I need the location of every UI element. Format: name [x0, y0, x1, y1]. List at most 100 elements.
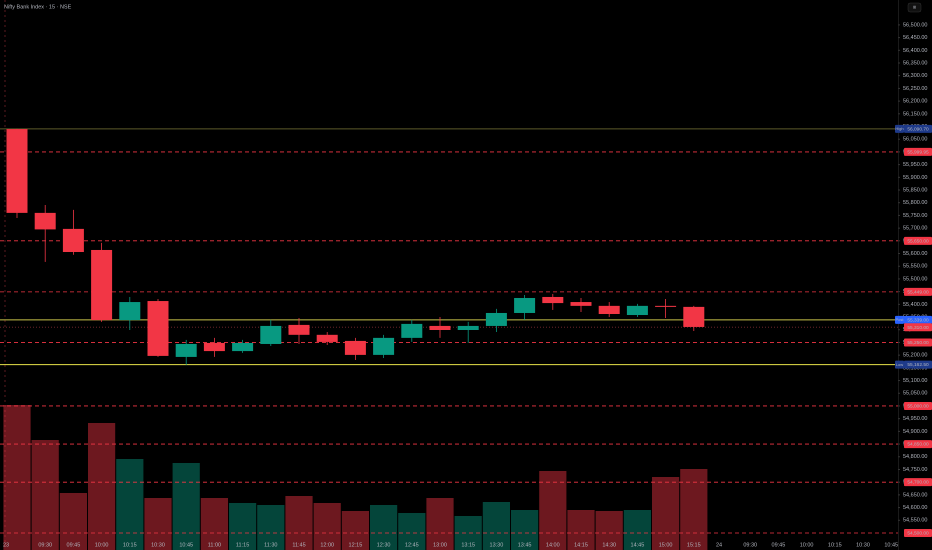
- x-tick-label: 23: [3, 542, 9, 548]
- candle-body: [485, 312, 507, 326]
- y-tick-label: 56,500.00: [903, 22, 927, 28]
- y-tick-label: 55,850.00: [903, 187, 927, 193]
- price-tag-label: 55,162.50: [907, 362, 929, 368]
- price-tag-prefix-box: [895, 360, 904, 369]
- price-tag: [904, 338, 932, 347]
- y-tick-label: 56,150.00: [903, 111, 927, 117]
- price-tag: [904, 124, 932, 133]
- x-tick-label: 11:00: [208, 542, 221, 548]
- x-tick-label: 11:30: [264, 542, 277, 548]
- candles-layer: [6, 128, 705, 366]
- y-tick-label: 54,800.00: [903, 454, 927, 460]
- volume-bar: [539, 471, 567, 550]
- volume-bar: [652, 477, 680, 550]
- x-tick-label: 15:15: [687, 542, 701, 548]
- candle-body: [288, 324, 310, 335]
- x-tick-label: 10:45: [884, 542, 898, 548]
- y-tick-label: 55,800.00: [903, 200, 927, 206]
- settings-button[interactable]: [907, 2, 922, 13]
- candle-body: [514, 297, 536, 313]
- time-axis: 23 09:30 09:45 10:00 10:15 10:30 10:45 11:00 11:…: [3, 542, 898, 548]
- candle-body: [260, 325, 282, 344]
- price-tag-prefix: Low: [896, 362, 903, 367]
- x-tick-label: 10:15: [828, 542, 842, 548]
- settings-icon[interactable]: ⊞: [913, 5, 916, 10]
- x-tick-label: 10:30: [151, 542, 165, 548]
- x-tick-label: 12:00: [320, 542, 334, 548]
- price-tag: [904, 323, 932, 332]
- x-tick-label: 11:45: [292, 542, 305, 548]
- price-tag-label: 55,449.00: [907, 289, 929, 295]
- x-tick-label: 10:00: [95, 542, 109, 548]
- volume-bar: [511, 510, 539, 550]
- candle-body: [147, 301, 169, 356]
- volume-bar: [229, 503, 257, 550]
- volume-bar: [398, 513, 426, 550]
- x-tick-label: 15:00: [659, 542, 673, 548]
- price-tag-prefix: High: [895, 126, 903, 131]
- volume-bar: [482, 502, 510, 550]
- y-tick-label: 56,400.00: [903, 48, 927, 54]
- volume-bar: [200, 498, 228, 550]
- y-tick-label: 56,200.00: [903, 99, 927, 105]
- volume-bar: [426, 498, 454, 550]
- price-tag-label: 55,339.00: [907, 317, 929, 323]
- candle-body: [175, 343, 197, 357]
- x-tick-label: 13:30: [490, 542, 504, 548]
- y-tick-label: 55,400.00: [903, 302, 927, 308]
- x-tick-label: 10:15: [123, 542, 137, 548]
- y-tick-label: 55,750.00: [903, 213, 927, 219]
- y-tick-label: 56,350.00: [903, 60, 927, 66]
- x-tick-label: 10:45: [179, 542, 193, 548]
- price-tags: 56,090.70 High 55,999.95 55,650.00 55,449.00…: [895, 124, 932, 537]
- price-tag-label: 54,500.00: [907, 531, 929, 537]
- y-tick-label: 54,550.00: [903, 518, 927, 524]
- x-tick-label: 12:15: [349, 542, 363, 548]
- x-tick-label: 14:00: [546, 542, 560, 548]
- volume-bar: [370, 505, 398, 550]
- volume-bar: [144, 498, 172, 550]
- y-tick-label: 56,250.00: [903, 86, 927, 92]
- price-tag-label: 56,090.70: [907, 126, 929, 132]
- volume-bar: [116, 459, 144, 550]
- candle-body: [542, 296, 564, 304]
- x-tick-label: 10:30: [856, 542, 870, 548]
- y-tick-label: 55,100.00: [903, 378, 927, 384]
- y-tick-label: 54,600.00: [903, 505, 927, 511]
- price-tag: [904, 528, 932, 537]
- candle-body: [429, 325, 451, 330]
- x-tick-label: 12:45: [405, 542, 419, 548]
- x-tick-label: 14:45: [631, 542, 645, 548]
- candle-body: [401, 323, 423, 338]
- x-tick-label: 13:15: [461, 542, 475, 548]
- y-tick-label: 55,950.00: [903, 162, 927, 168]
- price-tag-label: 55,000.00: [907, 404, 929, 410]
- price-tag-label: 55,310.00: [907, 325, 929, 331]
- volume-bar: [313, 503, 341, 550]
- y-tick-label: 54,750.00: [903, 467, 927, 473]
- chart-title: Nifty Bank Index · 15 · NSE: [4, 4, 72, 10]
- y-tick-label: 54,950.00: [903, 416, 927, 422]
- price-tag-label: 54,850.00: [907, 442, 929, 448]
- y-tick-label: 55,700.00: [903, 226, 927, 232]
- x-tick-label: 11:15: [236, 542, 249, 548]
- price-tag-prefix-box: [895, 124, 904, 133]
- y-tick-label: 55,600.00: [903, 251, 927, 257]
- candle-body: [655, 305, 677, 307]
- candle-body: [626, 305, 648, 316]
- price-tag: [904, 440, 932, 449]
- candle-body: [62, 228, 84, 253]
- volume-bar: [172, 463, 200, 550]
- price-tag: [904, 236, 932, 245]
- y-tick-label: 55,200.00: [903, 353, 927, 359]
- candle-body: [316, 334, 338, 342]
- x-tick-label: 14:15: [574, 542, 588, 548]
- candle-body: [683, 306, 705, 327]
- x-tick-label: 09:45: [772, 542, 786, 548]
- y-tick-label: 56,450.00: [903, 35, 927, 41]
- x-tick-label: 24: [716, 542, 722, 548]
- price-tag-label: 55,999.95: [907, 149, 929, 155]
- volume-bar: [257, 505, 285, 550]
